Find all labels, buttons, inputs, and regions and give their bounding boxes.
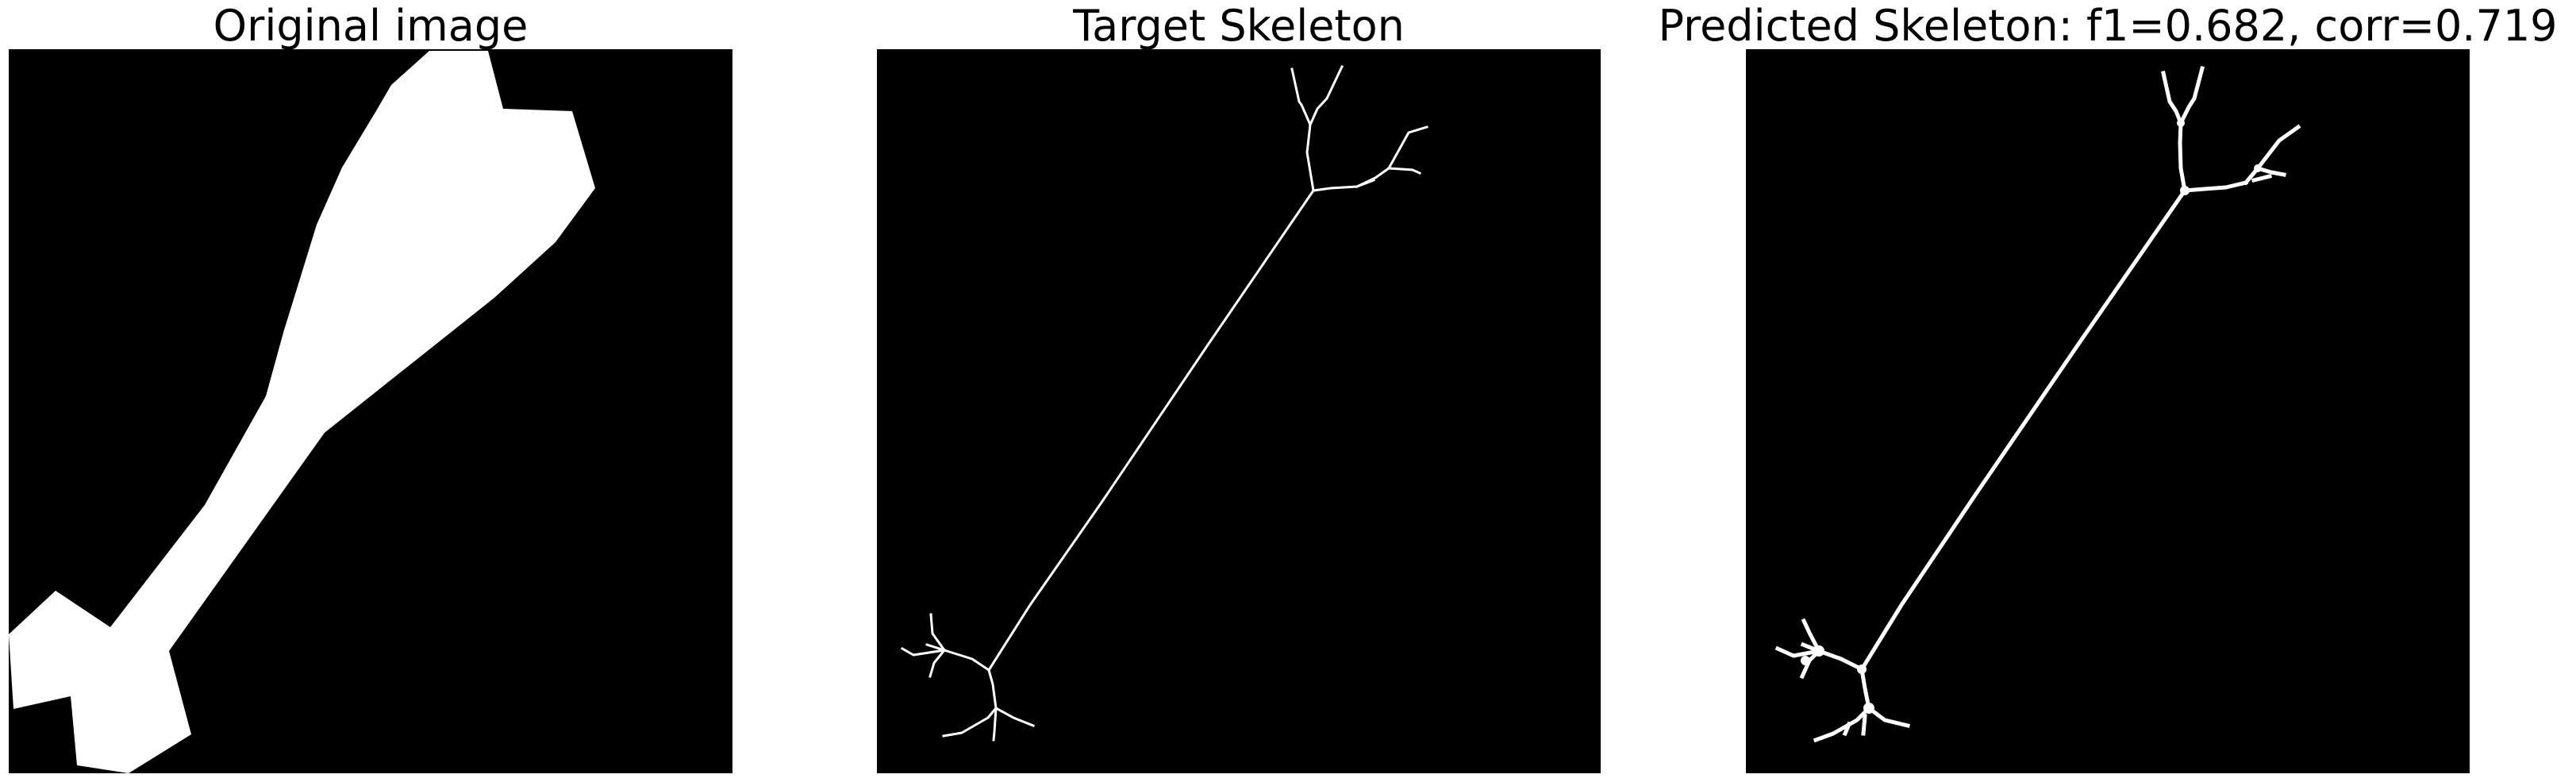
original-image-title: Original image <box>213 1 529 51</box>
target-skeleton-title: Target Skeleton <box>1073 1 1405 51</box>
predicted-skeleton-image <box>1746 49 2470 773</box>
original-shape-image <box>9 49 732 773</box>
target-skeleton-image <box>877 49 1601 773</box>
bone-shape <box>9 51 595 773</box>
target-skeleton-panel <box>877 49 1601 773</box>
target-skeleton-lines <box>900 65 1428 742</box>
original-image-panel <box>9 49 732 773</box>
predicted-skeleton-blobs <box>1801 119 2262 714</box>
predicted-skeleton-panel <box>1746 49 2470 773</box>
predicted-skeleton-title: Predicted Skeleton: f1=0.682, corr=0.719 <box>1658 1 2558 51</box>
